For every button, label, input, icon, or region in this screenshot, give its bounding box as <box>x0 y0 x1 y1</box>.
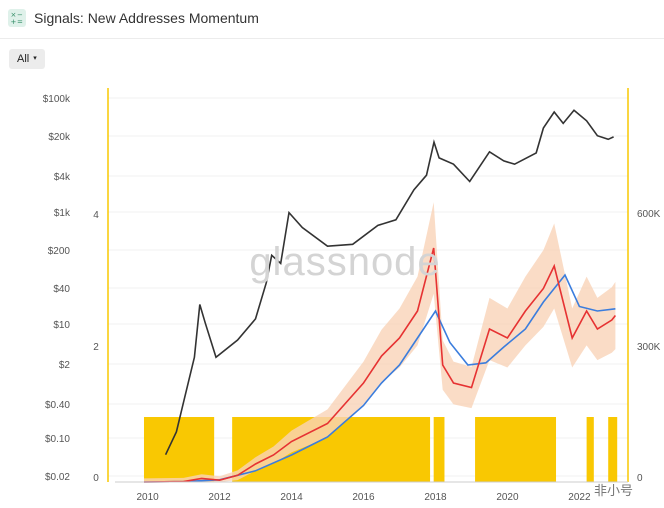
page-title: Signals: New Addresses Momentum <box>34 10 259 26</box>
chart-axes: $100k $20k $4k $1k $200 $40 $10 $2 $0.40 $0.10 $0.… <box>43 88 661 503</box>
y-tick-label: $4k <box>54 172 71 183</box>
signal-period-bar <box>143 417 215 482</box>
y-tick-label: $0.40 <box>45 400 70 411</box>
signal-period-bar <box>586 417 594 482</box>
x-tick-label: 2022 <box>568 492 591 503</box>
y-tick-label: $2 <box>59 360 71 371</box>
y-tick-label: $100k <box>43 94 71 105</box>
x-tick-label: 2012 <box>208 492 231 503</box>
range-selector-label: All <box>17 53 30 65</box>
price-line <box>164 109 614 456</box>
right-y-tick-label: 0 <box>637 473 643 484</box>
long-ma-line <box>143 273 616 483</box>
y-tick-label: $40 <box>53 284 70 295</box>
right-y-tick-label: 600K <box>637 209 661 220</box>
signal-period-bar <box>608 417 618 482</box>
page-header: × − + = Signals: New Addresses Momentum <box>0 0 664 39</box>
y-tick-label: $0.10 <box>45 434 70 445</box>
x-tick-label: 2010 <box>136 492 159 503</box>
signal-period-bar <box>433 417 445 482</box>
y-tick-label: $10 <box>53 320 70 331</box>
y-tick-label: $1k <box>54 208 71 219</box>
x-tick-label: 2018 <box>424 492 447 503</box>
inner-y-tick-label: 4 <box>93 210 99 221</box>
x-tick-label: 2020 <box>496 492 519 503</box>
inner-y-tick-label: 2 <box>93 342 99 353</box>
chevron-down-icon: ▾ <box>33 55 37 63</box>
svg-text:×: × <box>11 11 17 19</box>
series-lines <box>143 109 617 483</box>
corner-watermark: 非小号 <box>594 483 633 498</box>
raw-series <box>144 202 616 483</box>
signal-bars <box>143 417 618 482</box>
signal-period-bar <box>475 417 557 482</box>
svg-text:−: − <box>17 11 23 19</box>
raw-addresses-band <box>144 202 616 483</box>
inner-y-tick-label: 0 <box>93 473 99 484</box>
range-selector-button[interactable]: All ▾ <box>9 49 45 69</box>
right-y-tick-label: 300K <box>637 342 661 353</box>
y-tick-label: $20k <box>48 132 71 143</box>
signals-icon: × − + = <box>8 9 26 27</box>
svg-text:+: + <box>11 18 17 26</box>
svg-text:=: = <box>17 18 23 26</box>
y-tick-label: $200 <box>48 246 71 257</box>
x-tick-label: 2016 <box>352 492 375 503</box>
short-ma-line <box>143 247 617 483</box>
x-tick-label: 2014 <box>280 492 303 503</box>
watermark: glassnode <box>249 240 440 284</box>
y-tick-label: $0.02 <box>45 472 70 483</box>
